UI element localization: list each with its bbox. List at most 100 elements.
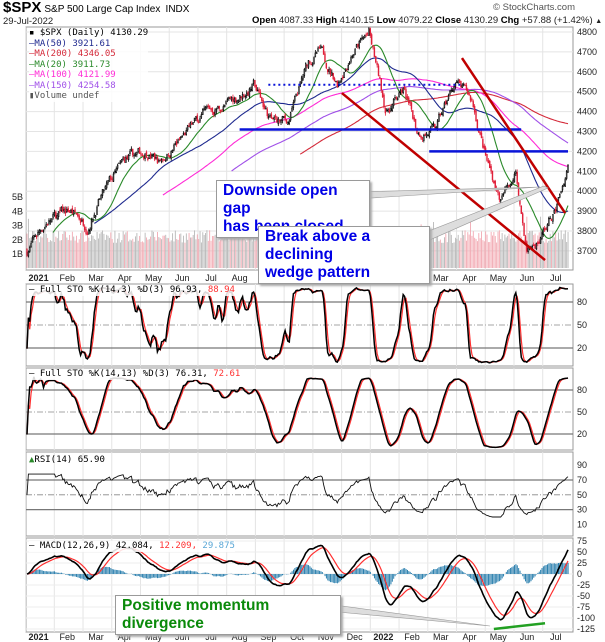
volume-bar xyxy=(208,241,209,268)
macd-histogram-bar xyxy=(139,574,140,577)
candle-body xyxy=(491,166,492,171)
macd-histogram-bar xyxy=(526,574,527,583)
macd-histogram-bar xyxy=(388,574,389,588)
volume-bar xyxy=(182,242,183,268)
candle-body xyxy=(124,157,125,161)
month-label-top: Jul xyxy=(205,273,217,283)
macd-histogram-bar xyxy=(469,574,470,577)
candle-body xyxy=(565,179,566,186)
candle-body xyxy=(331,72,332,75)
candle-body xyxy=(60,210,61,211)
candle-body xyxy=(156,157,157,158)
candle-body xyxy=(462,85,463,88)
candle-body xyxy=(211,109,212,110)
volume-bar xyxy=(168,238,169,268)
candle-body xyxy=(241,97,242,98)
candle-body xyxy=(238,100,239,103)
candle-body xyxy=(190,123,191,128)
macd-histogram-bar xyxy=(121,571,122,574)
macd-histogram-bar xyxy=(531,574,532,581)
macd-histogram-bar xyxy=(105,567,106,574)
candle-body xyxy=(191,123,192,124)
candle-body xyxy=(50,221,51,222)
macd-histogram-bar xyxy=(58,573,59,574)
candle-body xyxy=(548,219,549,226)
candle-body xyxy=(142,155,143,156)
volume-bar xyxy=(496,243,497,268)
volume-bar xyxy=(44,219,45,268)
volume-bar xyxy=(109,238,110,268)
candle-body xyxy=(390,109,391,111)
candle-body xyxy=(179,139,180,140)
macd-histogram-bar xyxy=(113,569,114,574)
exchange: INDX xyxy=(166,4,190,15)
price-tick-label: 4500 xyxy=(577,87,597,97)
macd-histogram-bar xyxy=(184,571,185,574)
macd-histogram-bar xyxy=(39,570,40,574)
candle-body xyxy=(228,97,229,98)
candle-body xyxy=(432,125,433,127)
volume-bar xyxy=(55,237,56,268)
legend-price: ▪ $SPX (Daily) 4130.29 xyxy=(29,28,148,39)
month-label-top: Mar xyxy=(88,273,104,283)
legend-volume-text: Volume undef xyxy=(34,91,99,101)
volume-bar xyxy=(105,240,106,268)
candle-body xyxy=(110,176,111,179)
macd-histogram-bar xyxy=(554,563,555,574)
volume-bar xyxy=(458,235,459,268)
volume-bar xyxy=(205,233,206,268)
candle-body xyxy=(489,161,490,167)
candle-body xyxy=(46,225,47,227)
volume-bar xyxy=(237,239,238,268)
macd-tick-label: -25 xyxy=(577,580,590,590)
volume-bar xyxy=(452,243,453,268)
candle-body xyxy=(283,117,284,118)
volume-bar xyxy=(65,232,66,268)
macd-histogram-bar xyxy=(259,574,260,575)
candle-body xyxy=(412,111,413,119)
macd-histogram-bar xyxy=(103,567,104,574)
candle-body xyxy=(55,212,56,218)
volume-bar xyxy=(157,232,158,268)
candle-body xyxy=(528,248,529,252)
volume-bar xyxy=(39,242,40,268)
macd-histogram-bar xyxy=(509,569,510,574)
macd-histogram-bar xyxy=(522,574,523,576)
volume-bar xyxy=(443,243,444,268)
macd-histogram-bar xyxy=(356,568,357,574)
macd-histogram-bar xyxy=(367,571,368,574)
candle-body xyxy=(164,160,165,161)
candle-body xyxy=(154,153,155,159)
annotation-divergence: Positive momentum divergence xyxy=(115,595,341,635)
volume-bar xyxy=(489,242,490,268)
candle-body xyxy=(28,252,29,256)
macd-histogram-bar xyxy=(423,574,424,578)
volume-bar xyxy=(551,241,552,268)
macd-histogram-bar xyxy=(279,574,280,577)
macd-tick-label: -50 xyxy=(577,591,590,601)
candle-body xyxy=(257,90,258,91)
candle-body xyxy=(371,35,372,44)
candle-body xyxy=(396,97,397,98)
volume-bar xyxy=(91,235,92,268)
candle-body xyxy=(149,156,150,159)
candle-body xyxy=(445,101,446,103)
candle-body xyxy=(106,183,107,188)
volume-tick-label: 1B xyxy=(12,249,23,259)
candle-body xyxy=(353,55,354,56)
candle-body xyxy=(498,190,499,192)
volume-bar xyxy=(222,234,223,268)
candle-body xyxy=(200,119,201,121)
candle-body xyxy=(348,65,349,70)
candle-body xyxy=(441,114,442,115)
close-value: 4130.29 xyxy=(464,15,498,26)
candle-body xyxy=(64,209,65,211)
candle-body xyxy=(465,85,466,86)
candle-body xyxy=(351,57,352,61)
volume-bar xyxy=(40,236,41,268)
volume-bar xyxy=(500,239,501,268)
candle-body xyxy=(168,156,169,157)
macd-histogram-bar xyxy=(123,571,124,574)
candle-body xyxy=(515,172,516,174)
candle-body xyxy=(561,191,562,193)
